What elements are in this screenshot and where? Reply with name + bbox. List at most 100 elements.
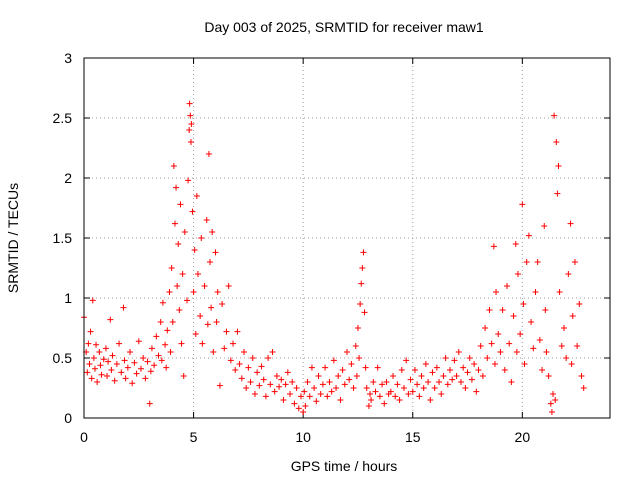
data-point — [122, 375, 129, 382]
data-point — [94, 379, 101, 385]
y-tick-label: 1.5 — [53, 230, 73, 246]
data-point — [306, 393, 313, 400]
y-tick-label: 3 — [64, 50, 72, 66]
data-point — [455, 349, 462, 355]
data-point — [554, 190, 561, 197]
data-point — [523, 259, 530, 265]
data-point — [466, 355, 473, 361]
data-point — [348, 361, 355, 367]
data-point — [449, 376, 456, 383]
data-point — [293, 385, 300, 391]
data-point — [330, 357, 337, 364]
data-point — [120, 304, 127, 311]
data-point — [425, 379, 432, 385]
data-point — [563, 355, 570, 361]
data-point — [477, 343, 484, 349]
data-point — [567, 220, 574, 227]
data-point — [227, 357, 234, 364]
data-point — [213, 319, 220, 325]
data-point — [144, 358, 151, 365]
data-point — [169, 319, 176, 325]
data-point — [376, 393, 383, 400]
data-point — [210, 349, 217, 355]
data-point — [301, 388, 308, 395]
data-point — [552, 397, 559, 403]
data-point — [341, 381, 348, 388]
data-point — [96, 349, 103, 355]
data-point — [159, 299, 166, 306]
data-point — [234, 328, 241, 335]
data-point — [269, 349, 276, 355]
data-point — [108, 367, 115, 373]
data-point — [534, 259, 541, 265]
data-point — [216, 382, 223, 389]
data-point — [97, 362, 104, 369]
data-point — [84, 369, 91, 376]
data-point — [436, 379, 443, 385]
data-point — [166, 289, 173, 295]
data-point — [360, 249, 367, 256]
data-point — [495, 331, 502, 337]
data-point — [111, 377, 118, 384]
data-point — [569, 313, 576, 319]
data-point — [568, 361, 575, 367]
data-point — [291, 400, 298, 407]
data-point — [146, 400, 153, 407]
data-point — [383, 379, 390, 385]
data-point — [191, 247, 198, 253]
data-point — [571, 259, 578, 265]
data-point — [254, 369, 261, 376]
data-point — [354, 325, 361, 331]
data-point — [475, 367, 482, 373]
data-point — [503, 283, 510, 289]
data-point — [473, 388, 480, 395]
data-point — [260, 376, 267, 383]
data-point — [468, 376, 475, 383]
data-point — [390, 373, 397, 379]
data-point — [243, 385, 250, 391]
data-point — [187, 139, 194, 145]
data-point — [344, 349, 350, 355]
data-point — [486, 307, 493, 313]
data-point — [488, 340, 495, 347]
data-point — [209, 229, 216, 235]
data-point — [225, 283, 232, 289]
data-point — [497, 349, 504, 355]
data-point — [131, 359, 138, 366]
data-point — [185, 177, 192, 184]
data-point — [457, 379, 464, 385]
data-point — [135, 338, 142, 345]
data-point — [374, 364, 381, 371]
data-point — [464, 369, 471, 376]
data-point — [287, 391, 294, 397]
data-point — [539, 367, 546, 373]
data-point — [147, 368, 154, 375]
data-point — [278, 376, 285, 383]
data-point — [223, 328, 230, 335]
chart-title: Day 003 of 2025, SRMTID for receiver maw… — [204, 19, 484, 35]
data-point — [174, 283, 181, 289]
data-point — [370, 379, 377, 385]
data-point — [282, 381, 289, 388]
data-point — [142, 375, 149, 382]
data-point — [560, 325, 567, 331]
data-point — [181, 229, 188, 235]
data-point — [203, 217, 210, 223]
y-tick-label: 2.5 — [53, 110, 73, 126]
data-point — [542, 307, 549, 313]
data-point — [267, 381, 274, 388]
data-point — [192, 331, 199, 337]
data-point — [387, 388, 394, 395]
data-point — [372, 388, 379, 395]
data-point — [362, 364, 369, 371]
data-point — [400, 385, 407, 391]
data-point — [265, 355, 272, 361]
axis-ticks — [83, 57, 610, 419]
data-point — [396, 397, 403, 403]
data-point — [576, 301, 583, 307]
data-point — [551, 112, 558, 119]
data-point — [201, 283, 208, 289]
data-point — [460, 364, 467, 371]
data-point — [367, 391, 374, 397]
data-point — [157, 319, 164, 325]
